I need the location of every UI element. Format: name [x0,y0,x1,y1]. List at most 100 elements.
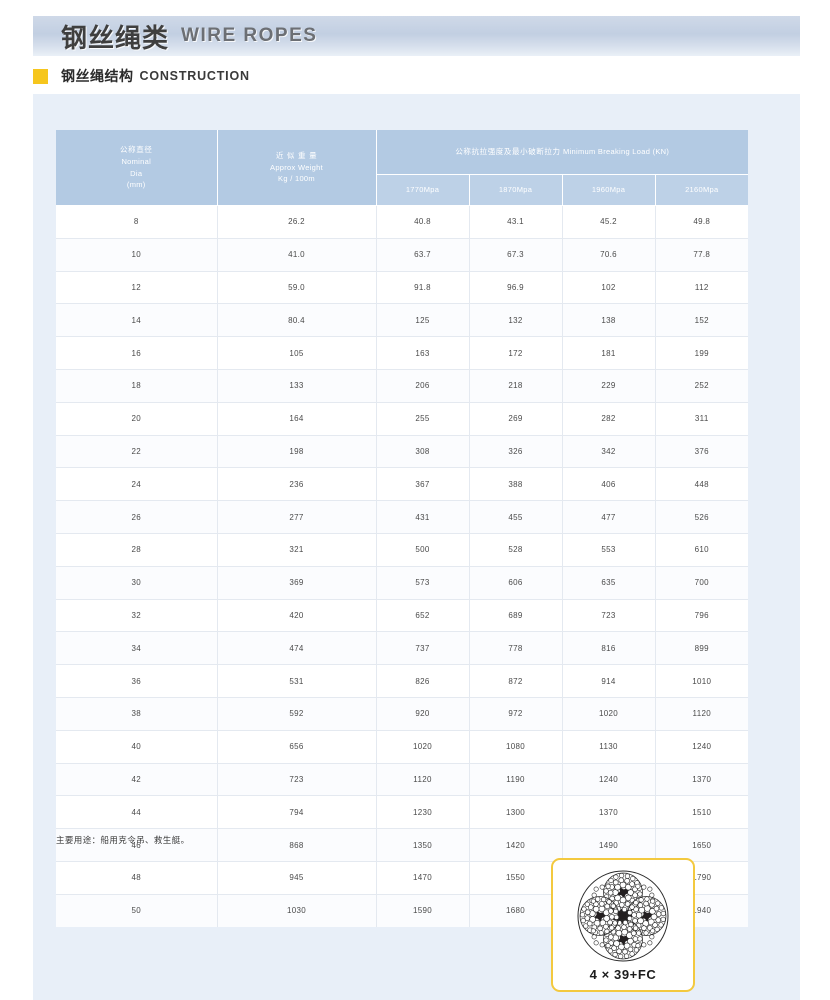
table-row: 28 321 500 528 553 610 [56,533,748,567]
cell-nominal-dia: 46 [56,828,218,862]
cell-approx-weight: 80.4 [217,303,377,338]
cell-breaking-load-1: 606 [469,566,563,600]
cell-approx-weight: 868 [217,828,377,862]
cell-breaking-load-2: 70.6 [562,238,656,272]
cell-breaking-load-1: 43.1 [469,205,563,239]
cell-breaking-load-0: 826 [376,664,470,698]
cell-breaking-load-0: 652 [376,599,470,633]
rope-construction-label: 4 × 39+FC [589,967,657,982]
table-row: 8 26.2 40.8 43.1 45.2 49.8 [56,205,748,239]
table-row: 18 133 206 218 229 252 [56,369,748,403]
square-marker-icon [33,68,48,84]
cell-nominal-dia: 14 [56,303,218,338]
col-header-grade-1: 1870Mpa [469,174,563,206]
cell-breaking-load-2: 1020 [562,697,656,731]
cell-breaking-load-1: 1550 [469,861,563,895]
col-header-approx-weight-en: Approx Weight [270,162,323,172]
table-row: 38 592 920 972 1020 1120 [56,697,748,731]
table-row: 26 277 431 455 477 526 [56,500,748,534]
cell-approx-weight: 105 [217,336,377,370]
cell-breaking-load-3: 152 [655,303,748,338]
cell-breaking-load-2: 477 [562,500,656,534]
col-header-grade-2: 1960Mpa [562,174,656,206]
col-header-nominal-dia-en1: Nominal [121,156,152,166]
cell-breaking-load-3: 1120 [655,697,748,731]
cell-breaking-load-1: 1300 [469,795,563,830]
cell-approx-weight: 723 [217,763,377,797]
cell-nominal-dia: 32 [56,599,218,633]
col-header-grade-0: 1770Mpa [376,174,470,206]
cell-breaking-load-0: 920 [376,697,470,731]
cell-approx-weight: 592 [217,697,377,731]
section-heading-en: CONSTRUCTION [139,69,250,83]
cell-approx-weight: 420 [217,599,377,633]
cell-approx-weight: 1030 [217,894,377,927]
cell-breaking-load-1: 872 [469,664,563,698]
cell-nominal-dia: 22 [56,435,218,469]
col-header-nominal-dia-unit: (mm) [126,180,146,190]
section-heading: 钢丝绳结构 CONSTRUCTION [33,66,250,86]
cell-approx-weight: 236 [217,467,377,502]
cell-breaking-load-2: 342 [562,435,656,469]
cell-breaking-load-1: 528 [469,533,563,567]
cell-approx-weight: 321 [217,533,377,567]
cell-approx-weight: 41.0 [217,238,377,272]
cell-breaking-load-0: 63.7 [376,238,470,272]
cell-breaking-load-1: 1420 [469,828,563,862]
cell-breaking-load-0: 1020 [376,730,470,764]
col-header-approx-weight-cn: 近 似 重 量 [275,151,318,161]
cell-breaking-load-2: 229 [562,369,656,403]
cell-breaking-load-0: 125 [376,303,470,338]
usage-note: 主要用途：船用克令吊、救生艇。 [56,836,190,846]
cell-breaking-load-2: 553 [562,533,656,567]
cell-breaking-load-1: 455 [469,500,563,534]
table-row: 24 236 367 388 406 448 [56,467,748,502]
cell-nominal-dia: 28 [56,533,218,567]
cell-breaking-load-3: 526 [655,500,748,534]
cell-breaking-load-2: 406 [562,467,656,502]
wire-rope-spec-table: 公称直径 Nominal Dia (mm) 近 似 重 量 Approx Wei… [56,130,748,927]
cell-breaking-load-0: 1470 [376,861,470,895]
cell-breaking-load-2: 181 [562,336,656,370]
table-head: 公称直径 Nominal Dia (mm) 近 似 重 量 Approx Wei… [56,130,748,206]
cell-nominal-dia: 10 [56,238,218,272]
table-row: 42 723 1120 1190 1240 1370 [56,763,748,797]
cell-breaking-load-1: 388 [469,467,563,502]
col-header-approx-weight: 近 似 重 量 Approx Weight Kg / 100m [217,130,377,206]
cell-breaking-load-3: 1240 [655,730,748,764]
cell-breaking-load-1: 218 [469,369,563,403]
cell-nominal-dia: 44 [56,795,218,830]
cell-breaking-load-2: 723 [562,599,656,633]
cell-breaking-load-1: 96.9 [469,271,563,305]
table-row: 32 420 652 689 723 796 [56,599,748,633]
page-title-banner: 钢丝绳类 WIRE ROPES [33,16,800,56]
cell-breaking-load-3: 112 [655,271,748,305]
cell-breaking-load-0: 1230 [376,795,470,830]
cell-breaking-load-3: 49.8 [655,205,748,239]
cell-breaking-load-0: 431 [376,500,470,534]
cell-nominal-dia: 24 [56,467,218,502]
cell-breaking-load-3: 252 [655,369,748,403]
rope-construction-diagram-box: 4 × 39+FC [551,858,695,992]
cell-breaking-load-1: 172 [469,336,563,370]
cell-breaking-load-0: 163 [376,336,470,370]
cell-approx-weight: 198 [217,435,377,469]
cell-breaking-load-2: 1490 [562,828,656,862]
cell-breaking-load-0: 255 [376,402,470,436]
cell-approx-weight: 474 [217,631,377,666]
table-row: 12 59.0 91.8 96.9 102 112 [56,271,748,305]
cell-breaking-load-2: 102 [562,271,656,305]
cell-breaking-load-3: 700 [655,566,748,600]
cell-approx-weight: 369 [217,566,377,600]
cell-breaking-load-2: 282 [562,402,656,436]
cell-nominal-dia: 40 [56,730,218,764]
cell-breaking-load-3: 610 [655,533,748,567]
table-row: 46 868 1350 1420 1490 1650 [56,828,748,862]
col-header-nominal-dia-cn: 公称直径 [120,145,153,155]
cell-breaking-load-3: 1370 [655,763,748,797]
cell-breaking-load-1: 326 [469,435,563,469]
cell-nominal-dia: 48 [56,861,218,895]
cell-breaking-load-3: 796 [655,599,748,633]
cell-nominal-dia: 50 [56,894,218,927]
table-row: 44 794 1230 1300 1370 1510 [56,795,748,830]
